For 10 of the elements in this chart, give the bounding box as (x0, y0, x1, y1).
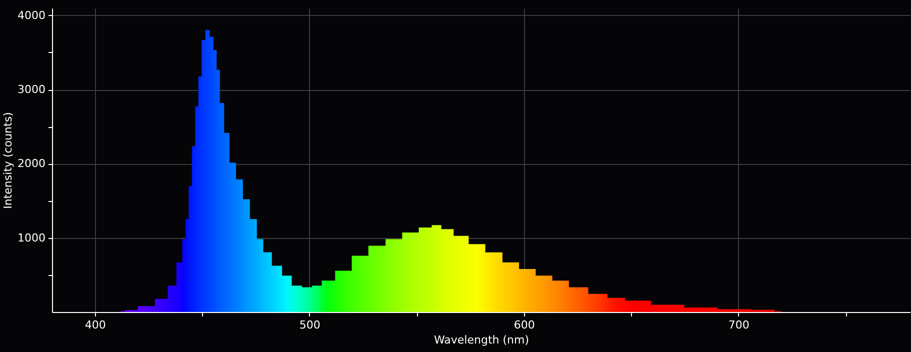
y-axis-title: Intensity (counts) (2, 112, 15, 209)
y-tick-label: 1000 (18, 231, 46, 244)
x-tick-label: 400 (84, 318, 106, 332)
x-tick-label: 600 (514, 318, 535, 332)
x-axis-title: Wavelength (nm) (434, 334, 530, 346)
y-tick-label: 4000 (18, 8, 46, 22)
y-tick-label: 2000 (18, 157, 46, 170)
y-tick-label: 3000 (18, 83, 46, 96)
x-tick-label: 500 (299, 318, 320, 332)
x-tick-label: 700 (728, 318, 750, 332)
